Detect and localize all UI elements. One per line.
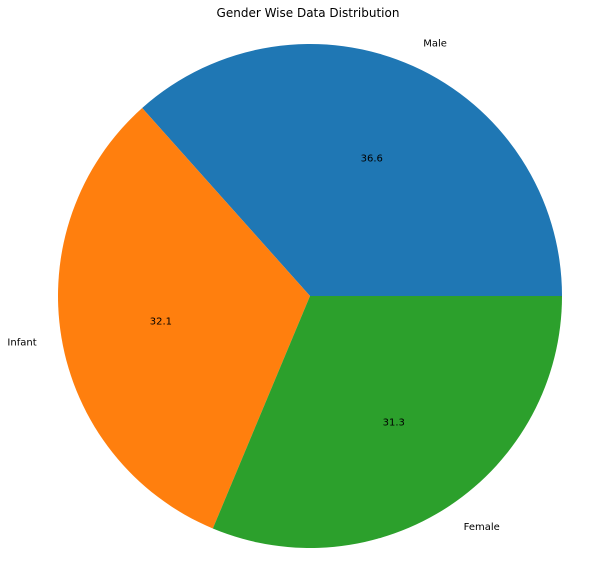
pie-slice-male — [142, 44, 562, 296]
slice-value-male: 36.6 — [361, 154, 383, 165]
slice-label-infant: Infant — [7, 337, 36, 348]
slice-value-female: 31.3 — [383, 417, 405, 428]
chart-title: Gender Wise Data Distribution — [217, 6, 400, 20]
slice-label-female: Female — [464, 522, 500, 533]
pie-slices — [57, 44, 563, 548]
slice-label-male: Male — [423, 39, 447, 50]
pie-slice-female — [212, 296, 563, 548]
pie-labels: Male 36.6 Infant 32.1 Female 31.3 — [7, 39, 499, 534]
slice-value-infant: 32.1 — [150, 317, 172, 328]
pie-slice-infant — [57, 108, 311, 529]
